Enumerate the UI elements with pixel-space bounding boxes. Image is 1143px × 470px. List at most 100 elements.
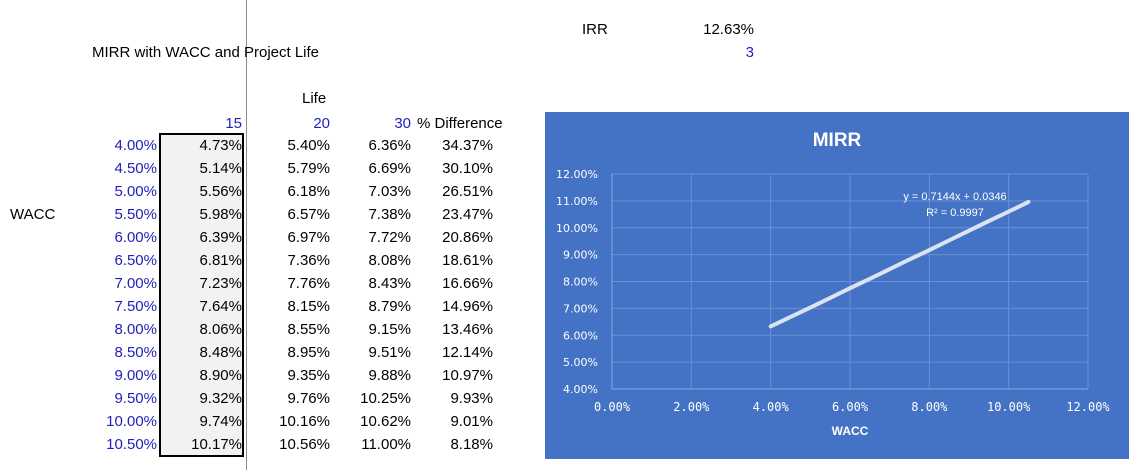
diff-cell: 30.10% [442, 160, 493, 177]
table-row: 5.00% 5.56% 6.18% 7.03% 26.51% [0, 180, 520, 203]
life-30-cell: 8.08% [368, 252, 411, 269]
life-15-cell: 9.32% [199, 390, 242, 407]
x-tick-label: 10.00% [987, 400, 1031, 414]
data-point [848, 286, 852, 290]
life-30-cell: 10.62% [360, 413, 411, 430]
table-row: 6.50% 6.81% 7.36% 8.08% 18.61% [0, 249, 520, 272]
life-20-cell: 8.55% [287, 321, 330, 338]
wacc-cell: 7.00% [114, 275, 157, 292]
life-30-cell: 6.36% [368, 137, 411, 154]
diff-cell: 20.86% [442, 229, 493, 246]
life-20-cell: 9.76% [287, 390, 330, 407]
life-header-15: 15 [225, 115, 242, 132]
life-15-cell: 8.06% [199, 321, 242, 338]
life-30-cell: 7.38% [368, 206, 411, 223]
data-point [828, 296, 832, 300]
x-axis-label: WACC [832, 424, 869, 438]
life-15-cell: 5.56% [199, 183, 242, 200]
life-30-cell: 6.69% [368, 160, 411, 177]
data-point [1027, 200, 1030, 204]
sheet-title: MIRR with WACC and Project Life [92, 44, 320, 61]
y-tick-label: 4.00% [563, 383, 598, 396]
x-tick-label: 4.00% [753, 400, 790, 414]
life-30-cell: 9.51% [368, 344, 411, 361]
x-tick-label: 6.00% [832, 400, 869, 414]
table-row: 5.50% 5.98% 6.57% 7.38% 23.47% [0, 203, 520, 226]
table-row: 4.00% 4.73% 5.40% 6.36% 34.37% [0, 134, 520, 157]
data-point [1007, 210, 1011, 214]
table-row: 8.50% 8.48% 8.95% 9.51% 12.14% [0, 341, 520, 364]
life-20-cell: 5.40% [287, 137, 330, 154]
table-row: 10.00% 9.74% 10.16% 10.62% 9.01% [0, 410, 520, 433]
wacc-cell: 10.00% [106, 413, 157, 430]
life-30-cell: 7.03% [368, 183, 411, 200]
data-point [888, 267, 892, 271]
y-tick-label: 12.00% [556, 168, 598, 181]
y-tick-label: 9.00% [563, 249, 598, 262]
life-20-cell: 6.97% [287, 229, 330, 246]
data-point [927, 248, 931, 252]
life-15-cell: 9.74% [199, 413, 242, 430]
data-point [967, 229, 971, 233]
y-tick-label: 10.00% [556, 222, 598, 235]
data-point [908, 257, 911, 261]
irr-value: 12.63% [703, 21, 754, 38]
trendline-equation: y = 0.7144x + 0.0346 [903, 191, 1006, 203]
life-header-30: 30 [394, 115, 411, 132]
wacc-cell: 4.50% [114, 160, 157, 177]
y-tick-label: 5.00% [563, 356, 598, 369]
life-15-cell: 5.98% [199, 206, 242, 223]
life-label: Life [302, 90, 327, 107]
diff-cell: 13.46% [442, 321, 493, 338]
table-row: 4.50% 5.14% 5.79% 6.69% 30.10% [0, 157, 520, 180]
table-row: 6.00% 6.39% 6.97% 7.72% 20.86% [0, 226, 520, 249]
x-tick-label: 0.00% [594, 400, 631, 414]
wacc-cell: 5.50% [114, 206, 157, 223]
wacc-cell: 6.50% [114, 252, 157, 269]
life-15-cell: 7.23% [199, 275, 242, 292]
data-point [789, 315, 792, 319]
table-row: 8.00% 8.06% 8.55% 9.15% 13.46% [0, 318, 520, 341]
wacc-cell: 7.50% [114, 298, 157, 315]
data-point [868, 277, 872, 281]
life-30-cell: 11.00% [361, 436, 411, 453]
table-row: 7.50% 7.64% 8.15% 8.79% 14.96% [0, 295, 520, 318]
wacc-cell: 8.50% [114, 344, 157, 361]
data-point [769, 324, 773, 328]
life-15-cell: 6.39% [199, 229, 242, 246]
wacc-cell: 10.50% [106, 436, 157, 453]
diff-cell: 8.18% [450, 436, 493, 453]
diff-cell: 12.14% [442, 344, 493, 361]
wacc-cell: 6.00% [114, 229, 157, 246]
diff-cell: 10.97% [442, 367, 493, 384]
wacc-cell: 9.00% [114, 367, 157, 384]
column-divider [246, 0, 247, 470]
y-tick-label: 11.00% [556, 195, 598, 208]
life-30-cell: 10.25% [360, 390, 411, 407]
diff-cell: 14.96% [442, 298, 493, 315]
wacc-label: WACC [10, 206, 56, 223]
mirr-chart: MIRR 4.00% 5.00% 6.00% 7.00% 8.00% 9.00% 10.00%… [545, 112, 1129, 459]
diff-cell: 23.47% [442, 206, 493, 223]
life-30-cell: 9.15% [368, 321, 411, 338]
life-20-cell: 8.15% [287, 298, 330, 315]
life-15-cell: 6.81% [199, 252, 242, 269]
diff-cell: 9.01% [450, 413, 493, 430]
life-15-cell: 4.73% [199, 137, 242, 154]
life-20-cell: 7.36% [287, 252, 330, 269]
wacc-cell: 5.00% [114, 183, 157, 200]
y-tick-label: 6.00% [563, 329, 598, 342]
x-tick-label: 8.00% [911, 400, 948, 414]
data-point [947, 238, 951, 242]
wacc-cell: 4.00% [114, 137, 157, 154]
life-20-cell: 10.16% [279, 413, 330, 430]
life-15-cell: 8.48% [199, 344, 242, 361]
life-15-cell: 8.90% [199, 367, 242, 384]
irr-sub-value: 3 [745, 44, 754, 61]
diff-header: % Difference [417, 115, 503, 132]
data-point [808, 306, 812, 310]
x-tick-label: 12.00% [1066, 400, 1110, 414]
life-30-cell: 9.88% [368, 367, 411, 384]
life-20-cell: 8.95% [287, 344, 330, 361]
table-row: 7.00% 7.23% 7.76% 8.43% 16.66% [0, 272, 520, 295]
